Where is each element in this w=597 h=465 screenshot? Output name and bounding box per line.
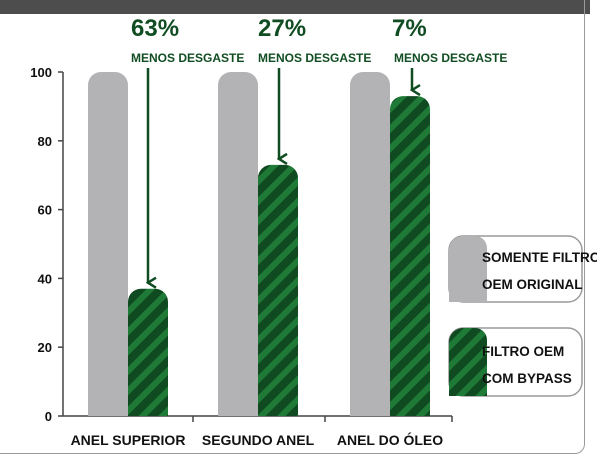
y-tick-label: 20	[38, 340, 52, 355]
bar-oem-original	[218, 72, 258, 416]
y-tick-label: 40	[38, 271, 52, 286]
bar-oem-bypass	[128, 288, 168, 416]
legend-label-grey-line2: OEM ORIGINAL	[482, 277, 583, 292]
legend-label-grey-line1: SOMENTE FILTRO	[482, 250, 597, 265]
y-tick-label: 0	[45, 409, 52, 424]
wear-reduction-percent: 7%	[392, 15, 427, 42]
bar-oem-bypass	[390, 96, 430, 416]
legend-label-green-line2: COM BYPASS	[482, 371, 572, 386]
legend-swatch-grey-fill	[449, 236, 487, 302]
legend-item-grey: SOMENTE FILTRO OEM ORIGINAL	[448, 235, 597, 303]
wear-reduction-percent: 63%	[131, 15, 179, 42]
bar-oem-original	[350, 72, 390, 416]
legend-item-green: FILTRO OEM COM BYPASS	[448, 327, 583, 397]
header-bar	[0, 0, 590, 14]
legend: SOMENTE FILTRO OEM ORIGINAL FILTRO OEM C…	[448, 235, 597, 397]
legend-swatch-green-fill	[449, 328, 487, 396]
y-tick-label: 100	[30, 65, 52, 80]
y-tick-label: 80	[38, 134, 52, 149]
y-tick-label: 60	[38, 203, 52, 218]
frame-border	[0, 0, 585, 454]
wear-reduction-label: MENOS DESGASTE	[131, 51, 244, 65]
wear-reduction-label: MENOS DESGASTE	[394, 51, 507, 65]
bar-oem-original	[88, 72, 128, 416]
x-category-label: SEGUNDO ANEL	[202, 432, 315, 448]
legend-label-green-line1: FILTRO OEM	[482, 344, 564, 359]
bar-oem-bypass	[258, 164, 298, 416]
wear-reduction-percent: 27%	[258, 15, 306, 42]
x-category-label: ANEL DO ÓLEO	[337, 431, 443, 448]
wear-reduction-label: MENOS DESGASTE	[258, 51, 371, 65]
x-category-label: ANEL SUPERIOR	[71, 432, 186, 448]
